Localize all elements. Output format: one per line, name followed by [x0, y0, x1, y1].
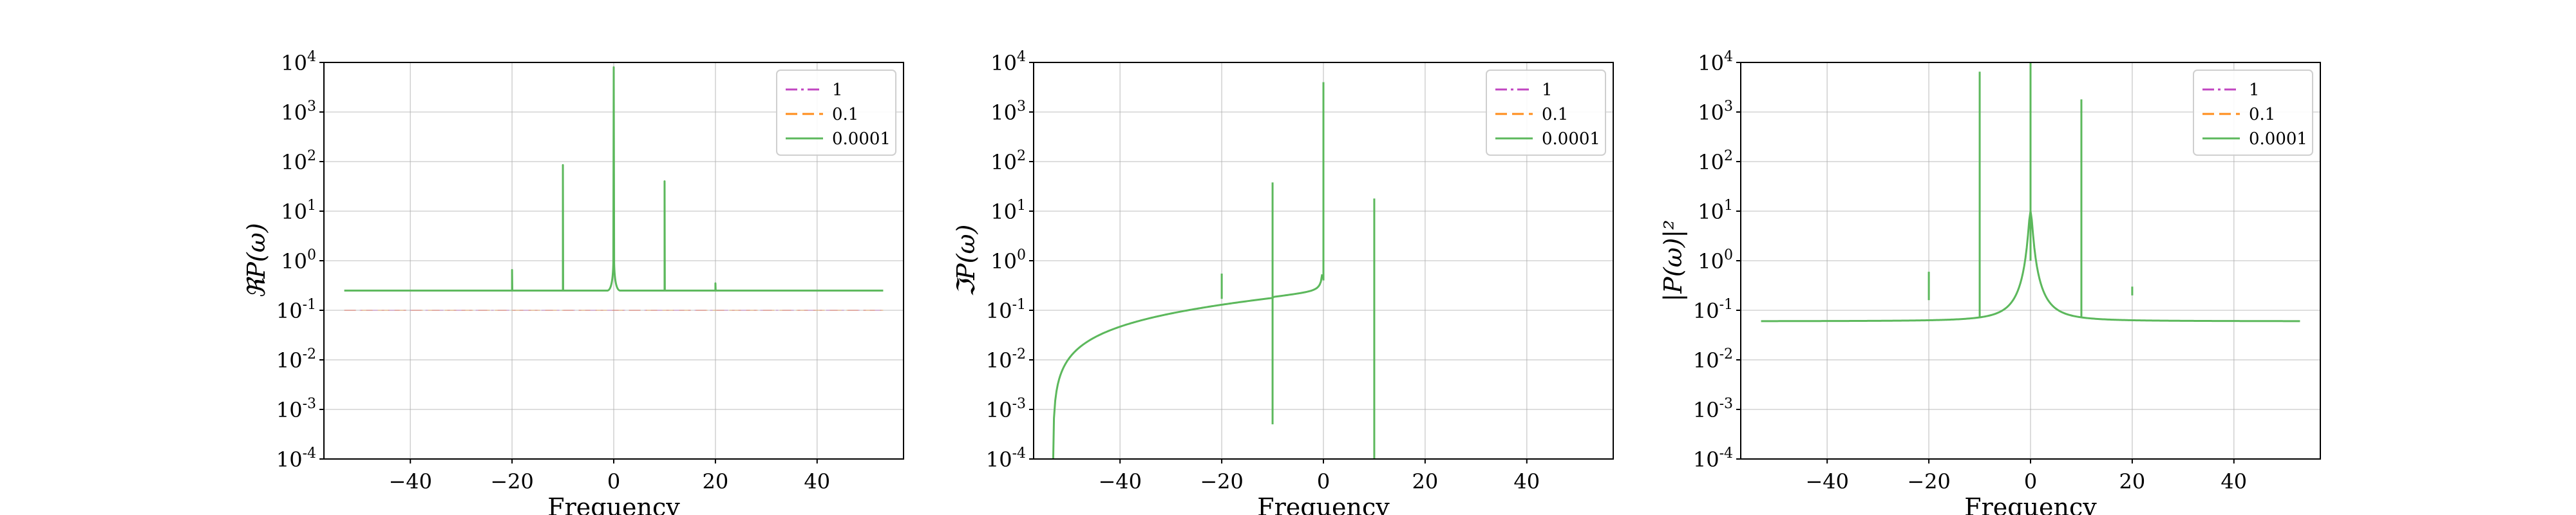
x-tick-label: 20 [2119, 469, 2146, 494]
y-tick-label: 10-1 [276, 297, 316, 323]
legend: 1 0.1 0.0001 [1486, 70, 1606, 156]
y-tick-label: 10-2 [1693, 346, 1733, 373]
y-tick-label: 10-1 [986, 297, 1026, 323]
series-line-0-0001 [1761, 62, 2300, 323]
y-tick-label: 104 [990, 49, 1026, 75]
legend-label: 1 [2249, 80, 2260, 100]
y-tick-label: 101 [1698, 198, 1733, 224]
y-tick-label: 102 [1698, 148, 1733, 174]
x-tick-label: −20 [1907, 469, 1951, 494]
legend: 1 0.1 0.0001 [2193, 70, 2313, 156]
x-tick-label: −40 [1805, 469, 1849, 494]
y-tick-label: 10-3 [1693, 396, 1733, 422]
y-tick-label: 10-4 [986, 445, 1026, 472]
x-tick-label: −20 [490, 469, 534, 494]
y-tick-label: 10-2 [986, 346, 1026, 373]
y-tick-label: 100 [1698, 247, 1733, 274]
legend: 1 0.1 0.0001 [776, 70, 896, 156]
chart-panel-real: −40 −20 0 20 40 10-4 10-3 10-2 10-1 100 101 102 103 1… [242, 49, 904, 515]
y-tick-label: 10-3 [986, 396, 1026, 422]
y-tick-label: 10-3 [276, 396, 316, 422]
legend-label: 0.1 [2249, 105, 2275, 124]
x-tick-label: 0 [607, 469, 620, 494]
x-tick-label: 40 [1513, 469, 1540, 494]
y-tick-label: 101 [281, 198, 316, 224]
series-line-0-0001 [344, 66, 884, 292]
plot-area [1052, 82, 1376, 459]
x-tick-label: −40 [1098, 469, 1142, 494]
x-tick-label: 20 [703, 469, 729, 494]
y-tick-label: 101 [990, 198, 1026, 224]
x-tick-label: 0 [2024, 469, 2037, 494]
y-tick-label: 102 [990, 148, 1026, 174]
legend-label: 0.0001 [2249, 129, 2307, 149]
x-tick-label: 20 [1412, 469, 1439, 494]
y-tick-label: 104 [281, 49, 316, 75]
plot-area [1761, 62, 2300, 323]
legend-label: 0.1 [832, 105, 858, 124]
y-axis-label: ℜP(ω) [242, 223, 270, 298]
x-axis-label: Frequency [1257, 493, 1390, 515]
x-tick-label: 0 [1317, 469, 1330, 494]
x-tick-label: −20 [1200, 469, 1244, 494]
legend-label: 1 [832, 80, 843, 100]
y-tick-label: 104 [1698, 49, 1733, 75]
y-tick-label: 103 [1698, 98, 1733, 125]
legend-label: 0.0001 [832, 129, 891, 149]
y-tick-label: 10-2 [276, 346, 316, 373]
x-tick-label: 40 [2221, 469, 2247, 494]
y-tick-label: 102 [281, 148, 316, 174]
y-tick-label: 10-1 [1693, 297, 1733, 323]
chart-panel-power: −40 −20 0 20 40 10-4 10-3 10-2 10-1 100 101 102 103 1… [1659, 49, 2321, 515]
y-axis-label: |P(ω)|² [1659, 220, 1687, 301]
x-axis-label: Frequency [1964, 493, 2097, 515]
x-tick-label: 40 [804, 469, 830, 494]
chart-panel-imag: −40 −20 0 20 40 10-4 10-3 10-2 10-1 100 101 102 103 1… [952, 49, 1614, 515]
legend-label: 1 [1542, 80, 1553, 100]
y-tick-label: 100 [990, 247, 1026, 274]
plot-area [344, 66, 884, 311]
y-tick-label: 103 [281, 98, 316, 125]
legend-label: 0.0001 [1542, 129, 1600, 149]
y-tick-label: 10-4 [1693, 445, 1733, 472]
y-axis-label: ℑP(ω) [952, 225, 980, 297]
x-tick-label: −40 [388, 469, 432, 494]
x-axis-label: Frequency [547, 493, 680, 515]
y-tick-label: 103 [990, 98, 1026, 125]
series-line-0-0001 [1052, 82, 1376, 459]
y-tick-label: 100 [281, 247, 316, 274]
y-tick-label: 10-4 [276, 445, 316, 472]
legend-label: 0.1 [1542, 105, 1568, 124]
